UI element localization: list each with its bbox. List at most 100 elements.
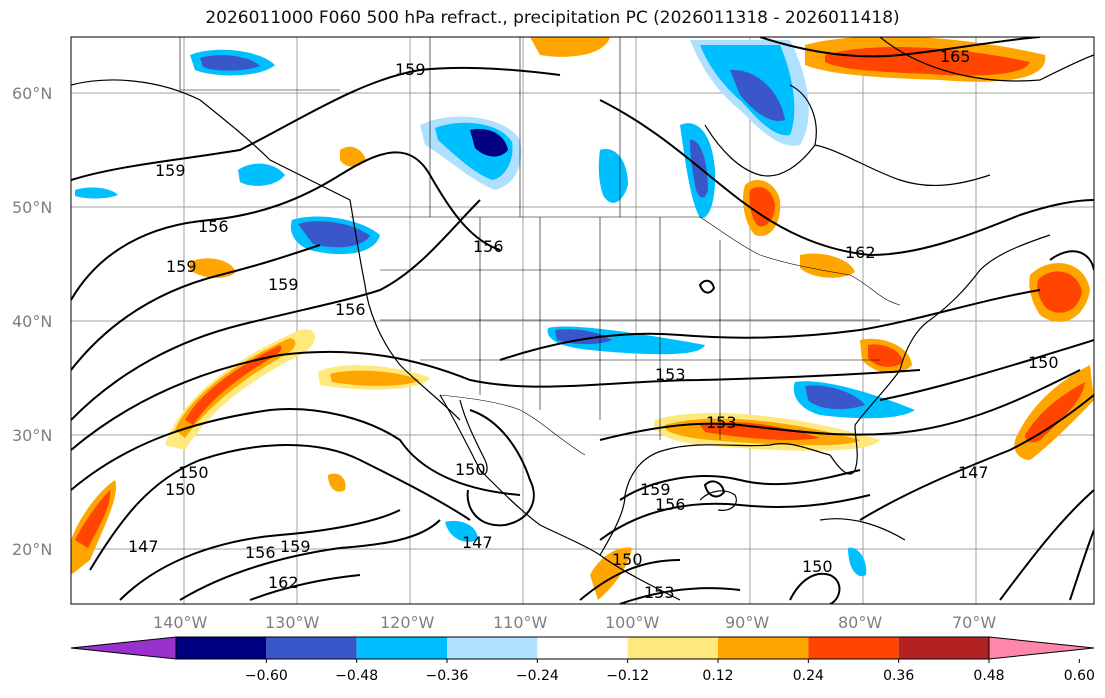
anomaly-pacific-sw-band	[165, 329, 315, 450]
coast-baja	[439, 394, 488, 475]
contour-atlantic-loop	[1049, 250, 1094, 271]
colorbar-label-2: −0.36	[426, 668, 469, 684]
anomaly-atlantic-east-max	[1025, 382, 1085, 443]
contour-label-1: 159	[395, 60, 426, 79]
contour-label-8: 153	[655, 365, 686, 384]
contour-156-mid	[71, 199, 481, 421]
coastlines	[71, 37, 1094, 601]
contour-label-15: 159	[280, 537, 311, 556]
colorbar-segment-1	[176, 637, 267, 659]
contour-label-26: 150	[1028, 353, 1059, 372]
colorbar-segment-9	[898, 637, 989, 659]
border-canada-us	[350, 216, 901, 306]
contour-label-10: 150	[178, 463, 209, 482]
colorbar-label-3: −0.24	[516, 668, 559, 684]
contour-label-19: 153	[644, 583, 675, 602]
colorbar-label-0: −0.60	[245, 668, 288, 684]
contour-label-4: 159	[166, 257, 197, 276]
colorbar-label-9: 0.60	[1064, 668, 1095, 684]
lat-tick-60: 60°N	[12, 84, 52, 103]
lon-tick-130: 130°W	[265, 613, 320, 632]
anomaly-mexico-pacific	[445, 520, 478, 542]
plot-frame	[70, 36, 1095, 605]
colorbar-segment-4	[447, 637, 538, 659]
contour-147-south	[89, 444, 471, 571]
coast-mexico-west	[479, 469, 601, 556]
map-title: 2026011000 F060 500 hPa refract., precip…	[205, 8, 900, 28]
anomaly-pacific-west-small	[75, 187, 118, 199]
refractivity-contours	[71, 37, 1094, 604]
lon-tick-120: 120°W	[380, 613, 435, 632]
anomaly-bc-coast	[340, 146, 366, 167]
colorbar-extend-high	[988, 636, 1095, 660]
contour-label-12: 147	[462, 533, 493, 552]
border-us-mexico	[439, 394, 586, 456]
lon-tick-70: 70°W	[952, 613, 996, 632]
colorbar-label-1: −0.48	[335, 668, 378, 684]
colorbar-segment-2	[266, 637, 357, 659]
lon-ticks: 140°W 130°W 120°W 110°W 100°W 90°W 80°W …	[153, 613, 996, 632]
colorbar-segment-3	[356, 637, 447, 659]
anomaly-hudson-bay-north-max	[730, 69, 785, 121]
contour-label-3: 156	[198, 217, 229, 236]
anomaly-mid-atlantic-max	[868, 344, 903, 367]
colorbar-label-5: 0.12	[702, 668, 733, 684]
grid-lines	[71, 37, 1094, 604]
contour-label-23: 162	[845, 243, 876, 262]
contour-label-6: 156	[335, 300, 366, 319]
negative-anomaly-fills	[75, 40, 915, 577]
anomaly-northwest-territories-max	[470, 129, 508, 157]
contour-label-11: 150	[455, 460, 486, 479]
contour-label-5: 159	[268, 275, 299, 294]
anomaly-alaska-north-core	[200, 55, 260, 71]
coast-central-america	[599, 554, 681, 601]
contour-label-2: 159	[155, 161, 186, 180]
coast-pacific-west	[349, 199, 461, 421]
coast-greenland	[879, 37, 1094, 82]
colorbar-segment-5	[537, 637, 628, 659]
contour-153-caribbean	[619, 587, 741, 604]
contour-165-north	[759, 37, 1041, 58]
contour-gulf-low	[698, 279, 716, 294]
colorbar-segment-7	[718, 637, 809, 659]
colorbar-label-7: 0.36	[883, 668, 914, 684]
coast-alaska	[71, 79, 351, 201]
contour-labels: 159 159 156 159 159 156 156 153 153 150 …	[128, 47, 1059, 602]
contour-label-22: 150	[802, 557, 833, 576]
anomaly-southeast-core	[805, 385, 865, 410]
lon-tick-140: 140°W	[153, 613, 208, 632]
borders	[179, 37, 901, 456]
contour-156-pacific	[71, 151, 501, 301]
contour-159-caribbean	[619, 469, 861, 501]
coast-hudson-bay	[704, 84, 817, 177]
contour-156-caribbean	[599, 494, 871, 541]
contour-150-cuba	[789, 572, 841, 604]
contour-label-7: 156	[473, 237, 504, 256]
contour-162-north	[599, 99, 1094, 257]
contour-147-east	[999, 489, 1094, 601]
lat-tick-40: 40°N	[12, 312, 52, 331]
contour-label-14: 156	[245, 543, 276, 562]
anomaly-atlantic-ne-max	[1037, 271, 1082, 313]
anomaly-baja-offshore-core	[330, 370, 420, 386]
contour-159-sw	[179, 519, 441, 601]
anomaly-great-lakes	[800, 253, 855, 278]
contour-label-20: 159	[640, 480, 671, 499]
lon-tick-100: 100°W	[605, 613, 660, 632]
contour-159-north	[71, 66, 561, 181]
colorbar-label-8: 0.48	[973, 668, 1004, 684]
anomaly-caribbean-east	[848, 547, 867, 577]
contour-label-24: 165	[940, 47, 971, 66]
contour-label-25: 147	[958, 463, 989, 482]
colorbar: −0.60 −0.48 −0.36 −0.24 −0.12 0.12 0.24 0.36 0.4…	[70, 636, 1095, 684]
lat-tick-50: 50°N	[12, 198, 52, 217]
anomaly-labrador-sea-north	[530, 37, 610, 57]
contour-label-13: 147	[128, 537, 159, 556]
anomaly-pacific-sw-band-max	[185, 345, 282, 425]
anomaly-manitoba-band-core	[690, 139, 708, 198]
coast-gulf	[599, 443, 831, 556]
contour-yucatan-low	[703, 480, 726, 498]
coast-east	[854, 234, 1051, 426]
anomaly-saskatchewan	[598, 149, 628, 203]
